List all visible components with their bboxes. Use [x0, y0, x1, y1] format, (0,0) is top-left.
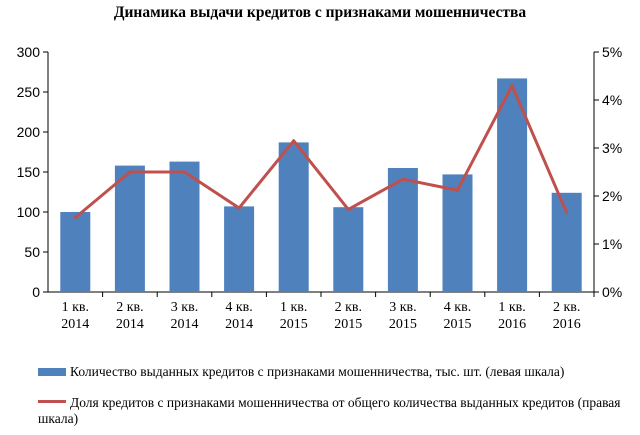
bar — [278, 142, 309, 292]
chart-title: Динамика выдачи кредитов с признаками мо… — [113, 4, 527, 21]
right-tick-label: 0% — [602, 284, 622, 300]
legend-item-line: Доля кредитов с признаками мошенничества… — [38, 395, 638, 427]
left-tick-label: 50 — [24, 244, 40, 260]
x-tick-label: 2015 — [389, 317, 417, 332]
line-point — [401, 177, 405, 181]
left-tick-label: 250 — [17, 84, 41, 100]
x-tick-label: 2 кв. — [553, 300, 580, 315]
line-point — [565, 211, 569, 215]
bar — [60, 212, 91, 292]
bars-layer — [60, 78, 582, 293]
x-tick-label: 2 кв. — [335, 300, 362, 315]
line-point — [510, 84, 514, 88]
left-tick-label: 200 — [17, 124, 41, 140]
x-tick-label: 2015 — [280, 317, 308, 332]
x-tick-label: 4 кв. — [444, 300, 471, 315]
x-tick-label: 2014 — [61, 317, 89, 332]
legend-line-label: Доля кредитов с признаками мошенничества… — [38, 395, 621, 426]
x-tick-label: 1 кв. — [280, 300, 307, 315]
legend-item-bars: Количество выданных кредитов с признакам… — [38, 364, 564, 380]
line-layer — [73, 84, 569, 220]
x-tick-label: 2016 — [498, 317, 526, 332]
line-point — [237, 206, 241, 210]
right-tick-label: 4% — [602, 92, 622, 108]
line-point — [73, 216, 77, 220]
right-tick-label: 3% — [602, 140, 622, 156]
share-line — [74, 84, 569, 219]
bar — [551, 192, 582, 292]
x-tick-label: 2016 — [553, 317, 581, 332]
left-tick-label: 150 — [17, 164, 41, 180]
x-tick-label: 3 кв. — [171, 300, 198, 315]
bar — [497, 78, 528, 293]
line-point — [292, 139, 296, 143]
x-tick-label: 3 кв. — [389, 300, 416, 315]
left-tick-label: 0 — [32, 284, 40, 300]
x-tick-label: 2014 — [116, 317, 144, 332]
x-tick-label: 4 кв. — [225, 300, 252, 315]
legend-line-swatch — [38, 400, 66, 403]
legend-bar-swatch — [38, 368, 66, 376]
left-tick-label: 300 — [17, 44, 41, 60]
bar — [224, 206, 255, 292]
right-tick-label: 5% — [602, 44, 622, 60]
line-point — [346, 207, 350, 211]
bar — [169, 161, 200, 292]
bar — [333, 207, 364, 292]
bar — [114, 165, 145, 292]
ticks-layer: 0 50 100 150 200 250 300 0% 1% 2% 3% 4% 5% 1 кв. 2014 2… — [17, 44, 623, 332]
x-tick-label: 2015 — [444, 317, 472, 332]
right-tick-label: 2% — [602, 188, 622, 204]
line-point — [456, 188, 459, 192]
x-tick-label: 1 кв. — [498, 300, 525, 315]
x-tick-label: 2 кв. — [116, 300, 143, 315]
x-tick-label: 1 кв. — [62, 300, 89, 315]
bar — [387, 168, 418, 292]
left-tick-label: 100 — [17, 204, 41, 220]
legend-bars-label: Количество выданных кредитов с признакам… — [70, 364, 565, 379]
right-tick-label: 1% — [602, 236, 622, 252]
x-tick-label: 2014 — [171, 317, 199, 332]
combo-chart: 0 50 100 150 200 250 300 0% 1% 2% 3% 4% 5% 1 кв. 2014 2… — [17, 44, 623, 332]
x-tick-label: 2014 — [225, 317, 253, 332]
line-point — [128, 170, 132, 174]
line-point — [183, 170, 186, 174]
x-tick-label: 2015 — [334, 317, 362, 332]
bar — [442, 174, 473, 292]
